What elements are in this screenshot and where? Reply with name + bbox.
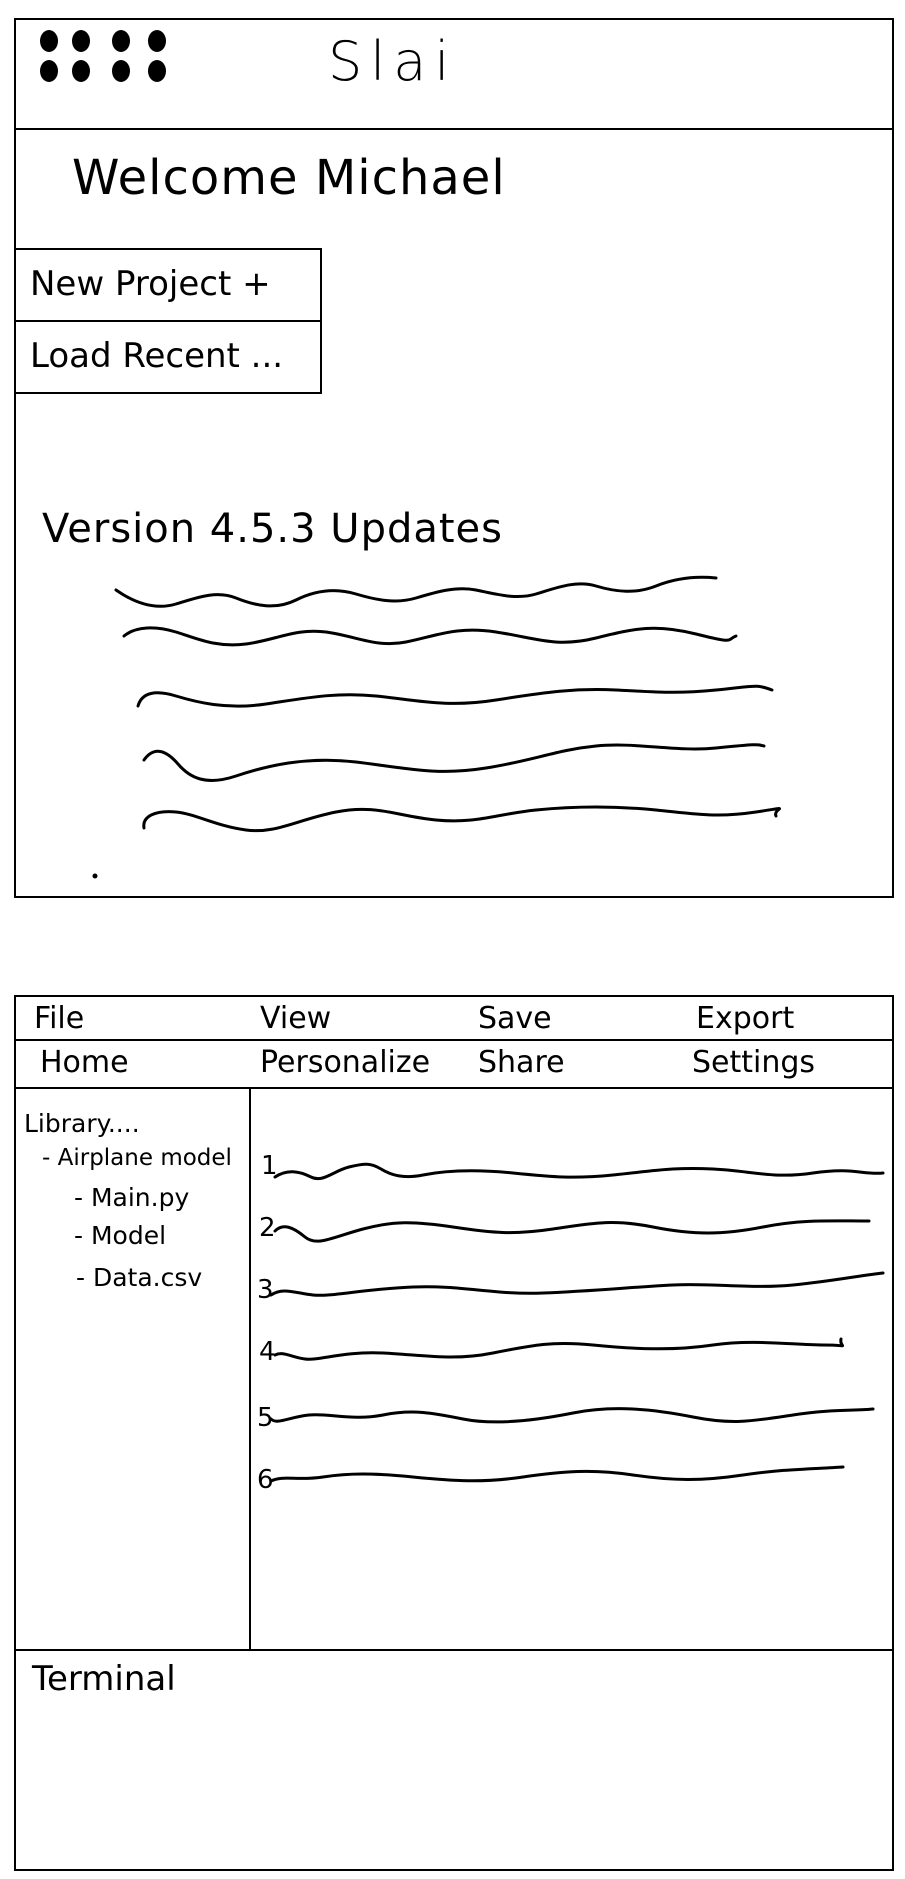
start-screen: Slai Welcome Michael New Project + Load … — [14, 18, 894, 898]
code-editor[interactable]: 1 2 3 4 5 6 — [253, 1089, 893, 1649]
tree-item-model[interactable]: - Model — [74, 1221, 167, 1250]
line-number: 1 — [261, 1151, 278, 1181]
line-number: 3 — [257, 1275, 274, 1305]
tree-item-data-csv[interactable]: - Data.csv — [76, 1263, 203, 1292]
stray-dot — [92, 873, 98, 879]
tree-item-main-py[interactable]: - Main.py — [74, 1183, 190, 1212]
update-line-5 — [142, 805, 781, 833]
update-line-3 — [136, 684, 774, 708]
nav-personalize[interactable]: Personalize — [260, 1045, 431, 1080]
load-recent-button[interactable]: Load Recent ... — [16, 320, 322, 394]
nav-menu-bar: Home Personalize Share Settings — [16, 1041, 892, 1089]
update-line-1 — [114, 575, 718, 608]
terminal-panel[interactable]: Terminal — [16, 1649, 892, 1869]
update-line-2 — [122, 626, 738, 647]
app-grid-icon[interactable] — [40, 30, 170, 90]
code-line-6 — [269, 1465, 845, 1483]
tree-item-airplane-model[interactable]: - Airplane model — [42, 1145, 232, 1171]
code-line-3 — [269, 1271, 885, 1297]
menu-view[interactable]: View — [260, 1001, 332, 1036]
line-number: 5 — [257, 1403, 274, 1433]
terminal-label: Terminal — [32, 1659, 176, 1699]
library-sidebar: Library.... - Airplane model - Main.py -… — [16, 1089, 251, 1649]
app-header: Slai — [16, 20, 892, 130]
menu-save[interactable]: Save — [478, 1001, 552, 1036]
welcome-message: Welcome Michael — [72, 150, 506, 206]
update-notes-squiggles — [92, 575, 781, 879]
code-squiggles — [269, 1162, 885, 1483]
nav-share[interactable]: Share — [478, 1045, 565, 1080]
editor-screen: File View Save Export Home Personalize S… — [14, 995, 894, 1871]
library-label[interactable]: Library.... — [24, 1109, 140, 1138]
code-line-2 — [273, 1219, 871, 1243]
line-number: 4 — [259, 1337, 276, 1367]
nav-settings[interactable]: Settings — [692, 1045, 816, 1080]
menu-export[interactable]: Export — [696, 1001, 795, 1036]
menu-file[interactable]: File — [34, 1001, 85, 1036]
code-line-1 — [273, 1162, 885, 1181]
code-line-4 — [273, 1337, 844, 1361]
line-number: 2 — [259, 1213, 276, 1243]
updates-heading: Version 4.5.3 Updates — [42, 506, 503, 552]
code-line-5 — [269, 1407, 875, 1424]
app-title: Slai — [328, 30, 458, 93]
nav-home[interactable]: Home — [40, 1045, 129, 1080]
file-menu-bar: File View Save Export — [16, 997, 892, 1041]
update-line-4 — [142, 743, 766, 782]
line-number: 6 — [257, 1465, 274, 1495]
